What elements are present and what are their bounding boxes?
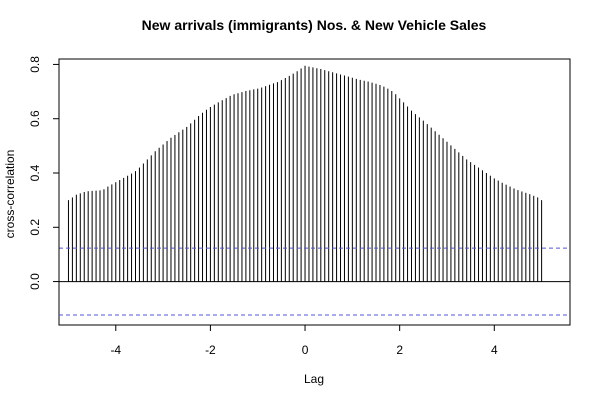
y-axis-label: cross-correlation: [3, 150, 17, 239]
x-tick-label: -2: [205, 343, 216, 357]
x-tick-label: -4: [110, 343, 121, 357]
y-tick-label: 0.6: [28, 110, 42, 127]
x-tick-label: 4: [491, 343, 498, 357]
y-tick-label: 0.0: [28, 273, 42, 290]
y-tick-label: 0.4: [28, 164, 42, 181]
chart-title: New arrivals (immigrants) Nos. & New Veh…: [142, 17, 487, 33]
correlation-bars: [67, 65, 543, 282]
x-axis: -4 -2 0 2 4: [110, 324, 498, 357]
y-axis: 0.0 0.2 0.4 0.6 0.8: [28, 56, 60, 290]
y-tick-label: 0.2: [28, 219, 42, 236]
x-tick-label: 0: [302, 343, 309, 357]
y-tick-label: 0.8: [28, 56, 42, 73]
confidence-bounds: [59, 247, 570, 316]
x-tick-label: 2: [396, 343, 403, 357]
x-axis-label: Lag: [304, 372, 324, 386]
